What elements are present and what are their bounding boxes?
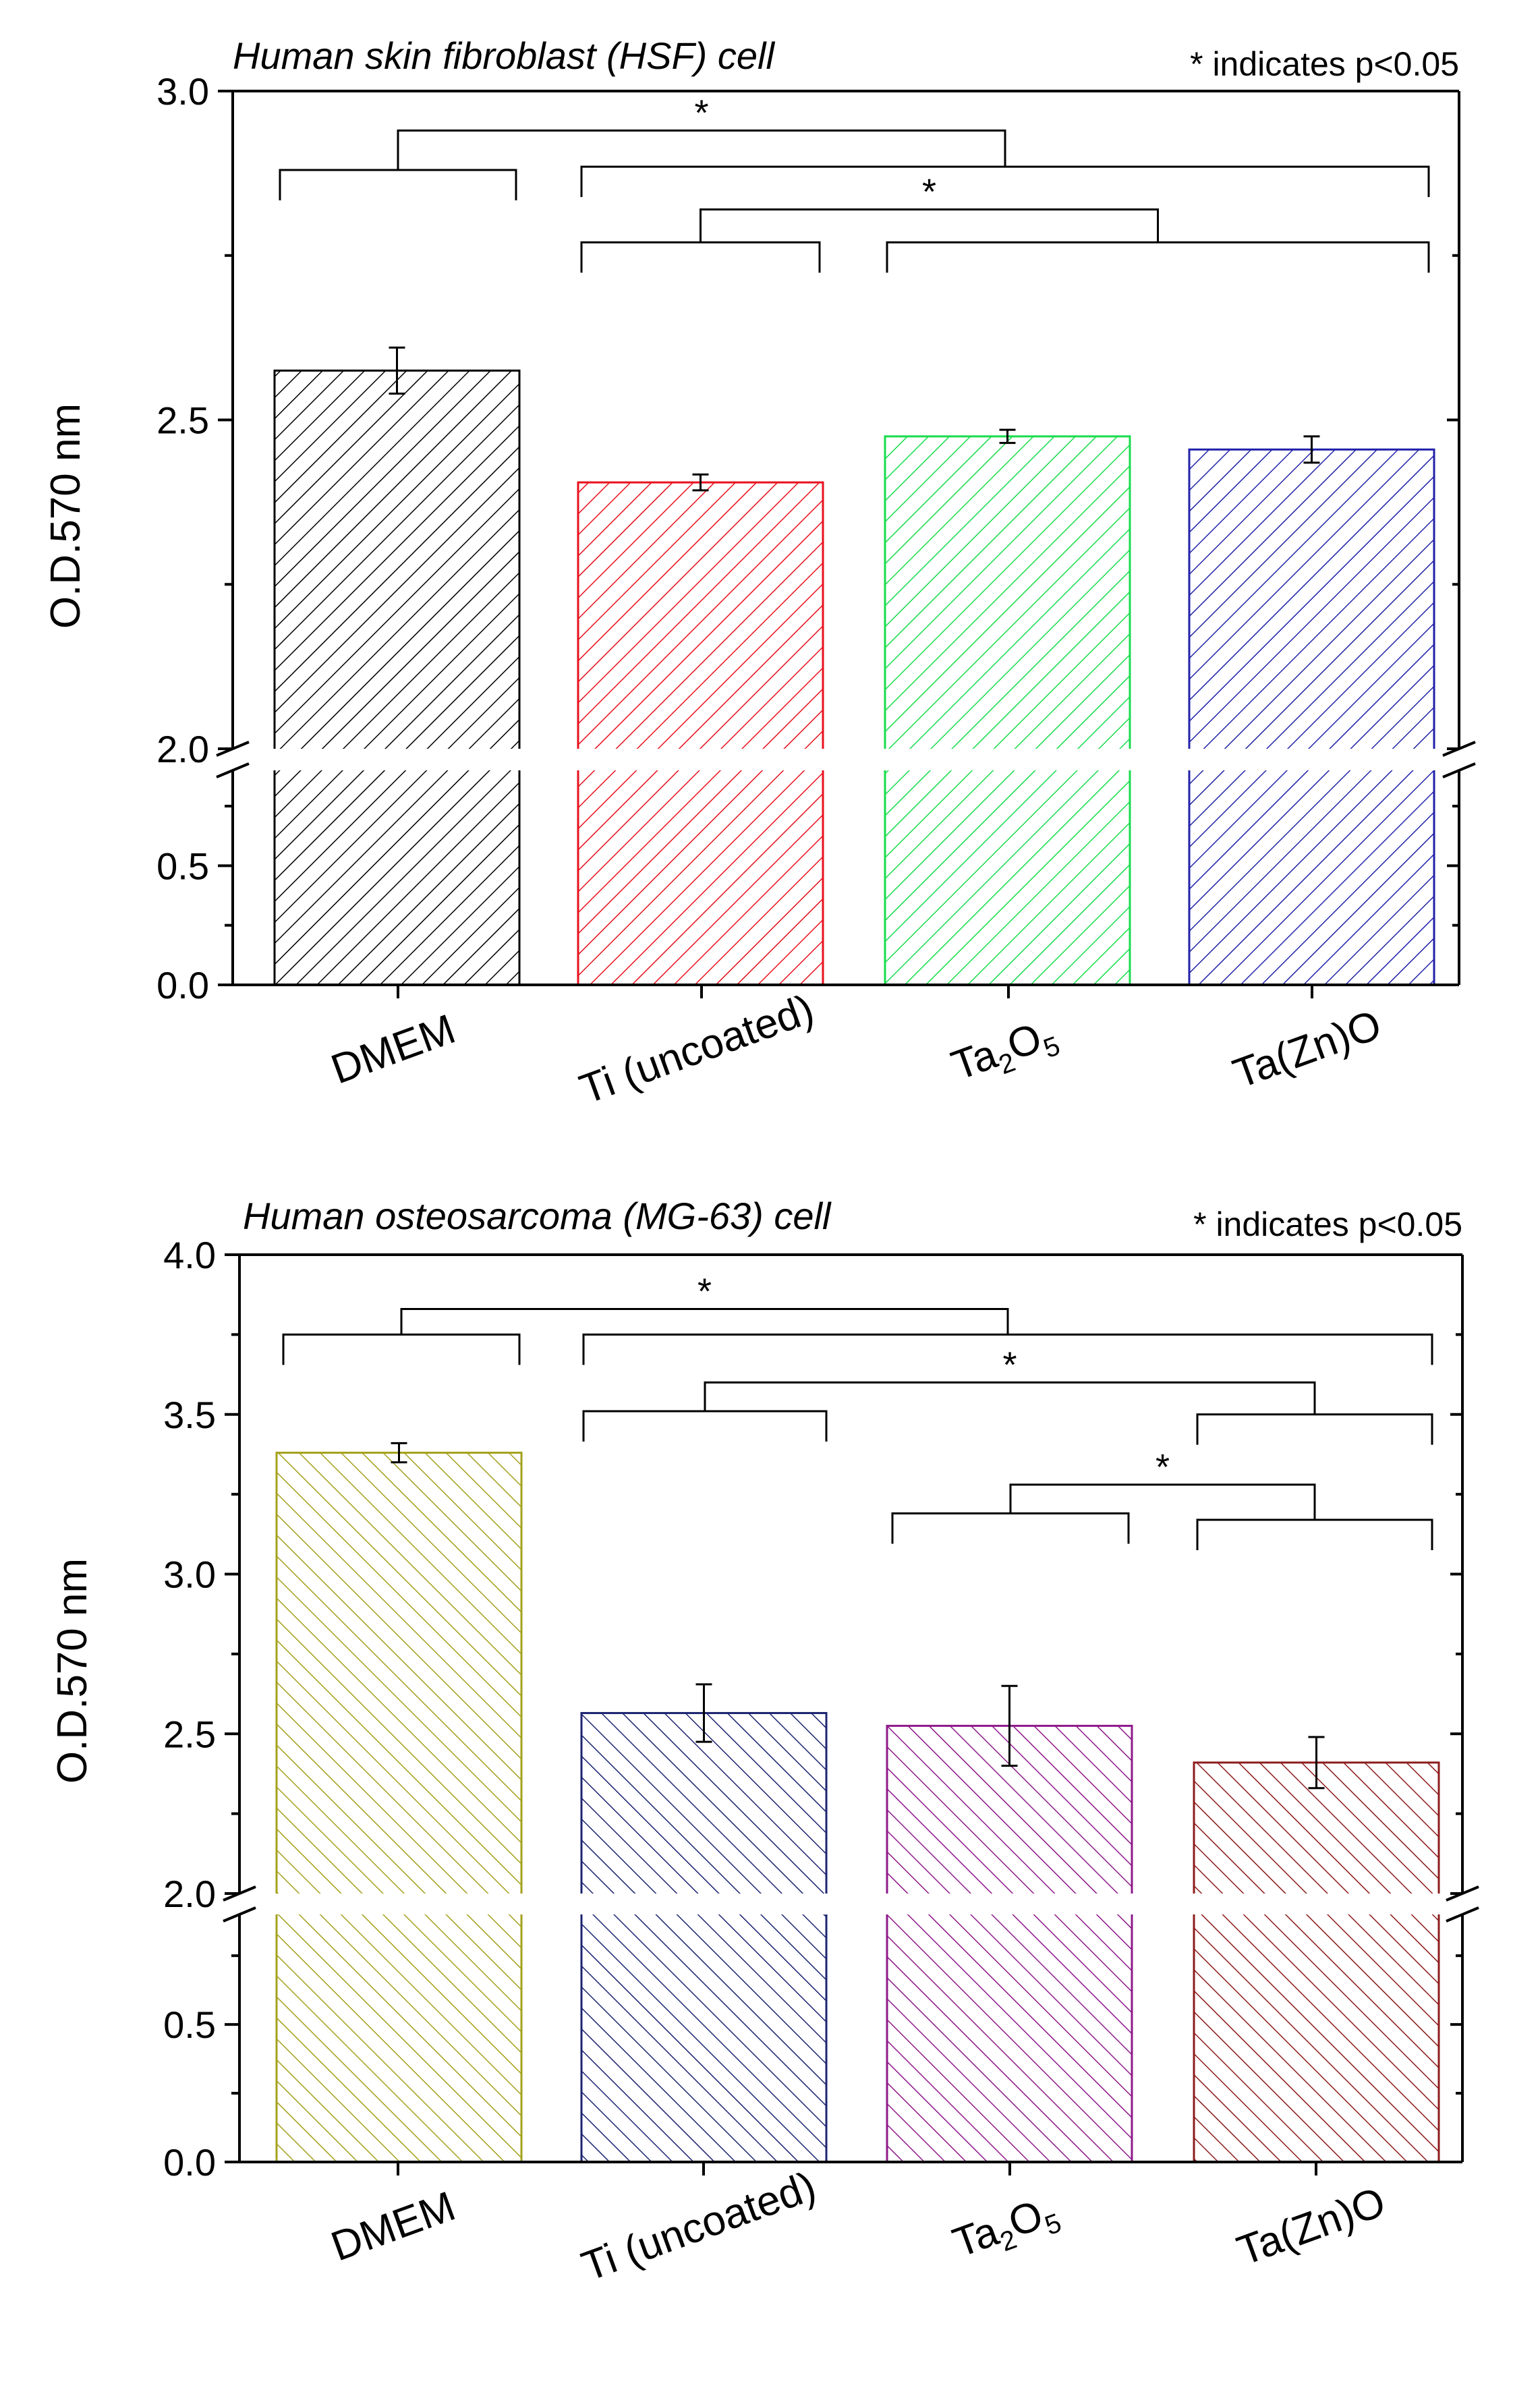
axis-break-mark [1442,762,1476,778]
bracket-group-a [582,1410,828,1442]
bracket-group-a [891,1512,1130,1544]
y-tick-label: 0.5 [163,2003,216,2046]
bar [273,369,521,986]
x-tick-label: DMEM [325,1006,461,1093]
y-tick-label: 0.0 [156,964,209,1006]
x-tick-label: Ta(Zn)O [1231,2178,1391,2275]
hsf-chart-panel: Human skin fibroblast (HSF) cell * indic… [42,34,1476,1113]
bracket-connector [704,1381,1316,1415]
y-tick-label: 3.5 [163,1394,216,1436]
bracket-group-b [1196,1518,1433,1551]
bar [275,1452,523,2163]
y-tick-label: 2.0 [163,1873,216,1915]
bracket-group-a [282,1333,521,1365]
x-tick-label-part: Ta [947,2208,1005,2267]
x-tick-label: Ta2O5 [947,2186,1065,2272]
x-tick-label: Ta(Zn)O [1227,1001,1387,1098]
bracket-connector [397,130,1006,170]
x-tick-label-part: Ta [946,1031,1004,1089]
bar [580,1711,828,2163]
error-bar [692,473,709,492]
y-tick-label: 3.0 [163,1554,216,1596]
y-axis-label: O.D.570 nm [42,403,89,629]
significance-star: * [697,1271,712,1311]
bracket-group-b [886,241,1430,273]
error-bar [1303,435,1320,464]
bracket-group-a [580,241,821,273]
significance-star: * [1002,1344,1017,1385]
bracket-connector [700,208,1159,243]
significance-bracket [282,1307,1433,1365]
significance-bracket [582,1381,1433,1445]
chart-title: Human skin fibroblast (HSF) cell [233,34,775,77]
y-tick-label: 3.0 [156,70,209,113]
x-tick-label: DMEM [325,2183,461,2271]
axis-break-mark [1446,1906,1479,1923]
significance-star: * [694,93,708,134]
axis-break-gap [231,1894,1471,1914]
bracket-group-b [580,165,1430,198]
significance-star: * [1156,1447,1170,1487]
significance-star: * [922,172,936,212]
x-tick-label: Ti (uncoated) [576,2163,822,2290]
significance-bracket [279,130,1430,200]
y-tick-label: 0.0 [163,2141,216,2184]
bar [886,1724,1133,2163]
x-tick-label: Ti (uncoated) [574,986,820,1113]
chart-title: Human osteosarcoma (MG-63) cell [243,1195,832,1237]
significance-bracket [891,1483,1433,1551]
y-tick-label: 2.0 [156,728,209,770]
error-bar [1001,1684,1018,1767]
bracket-group-b [1196,1413,1433,1445]
bracket-connector [1009,1483,1316,1520]
error-bar [999,428,1016,445]
bar [1193,1761,1440,2163]
error-bar [695,1683,712,1743]
bar [577,481,824,986]
error-bar [391,1442,407,1464]
y-tick-label: 2.5 [156,399,209,442]
error-bar [389,346,405,395]
significance-bracket [580,208,1430,273]
axis-break-mark [216,762,250,778]
y-tick-label: 0.5 [156,845,209,887]
mg63-chart-panel: Human osteosarcoma (MG-63) cell * indica… [49,1195,1479,2290]
y-tick-label: 2.5 [163,1713,216,1755]
bracket-connector [400,1307,1009,1335]
y-tick-label: 4.0 [163,1234,216,1276]
y-axis-label: O.D.570 nm [49,1558,96,1784]
error-bar [1308,1736,1325,1790]
x-tick-label: Ta2O5 [946,1009,1064,1095]
bracket-group-a [279,169,517,200]
significance-note: * indicates p<0.05 [1190,45,1459,83]
bar [1188,448,1435,986]
axis-break-mark [223,1906,256,1923]
significance-note: * indicates p<0.05 [1193,1205,1462,1243]
bar [884,435,1131,986]
axis-break-gap [225,749,1467,770]
